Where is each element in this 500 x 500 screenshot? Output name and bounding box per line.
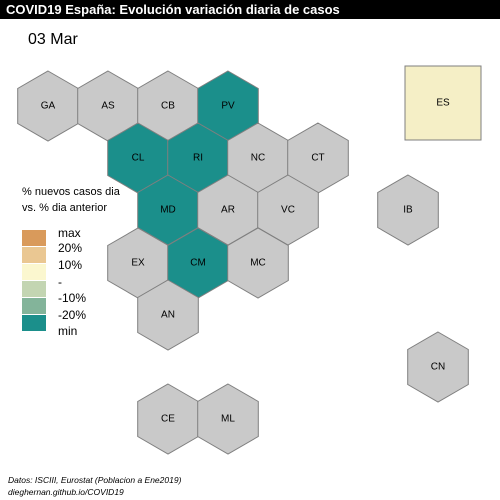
legend-label: -10% <box>58 291 87 305</box>
legend-title-line1: % nuevos casos dia <box>22 186 120 198</box>
hex-label: CN <box>431 362 445 373</box>
legend-swatch <box>22 230 46 246</box>
hex-label: NC <box>251 153 265 164</box>
date-label: 03 Mar <box>28 31 78 48</box>
legend-swatch <box>22 247 46 263</box>
hex-label: CT <box>311 153 324 164</box>
legend-label: - <box>58 275 62 289</box>
hex-label: MD <box>160 205 176 216</box>
source-line2: dieghernan.github.io/COVID19 <box>8 487 124 497</box>
hex-region-cn: CN <box>407 331 469 403</box>
spain-box-label: ES <box>436 98 450 109</box>
legend-title-line2: vs. % dia anterior <box>22 202 107 214</box>
hex-label: CB <box>161 101 175 112</box>
hex-label: VC <box>281 205 295 216</box>
legend-label: 10% <box>58 258 83 272</box>
hex-label: RI <box>193 153 203 164</box>
hex-label: EX <box>131 258 145 269</box>
hex-shape <box>137 279 199 351</box>
spain-box-shape <box>404 65 482 141</box>
hex-label: GA <box>41 101 56 112</box>
legend-title: % nuevos casos dia vs. % dia anterior <box>22 184 120 216</box>
hex-label: AS <box>101 101 115 112</box>
hex-label: CL <box>132 153 145 164</box>
hex-region-ce: CE <box>137 383 199 455</box>
hex-label: MC <box>250 258 266 269</box>
hex-region-mc: MC <box>227 227 289 299</box>
legend-label: max <box>58 226 81 240</box>
spain-total-box: ES <box>404 65 482 141</box>
hex-label: ML <box>221 414 235 425</box>
hex-shape <box>407 331 469 403</box>
hex-region-ib: IB <box>377 174 439 246</box>
hex-label: CE <box>161 414 175 425</box>
legend-label: -20% <box>58 308 87 322</box>
chart-title: COVID19 España: Evolución variación diar… <box>0 0 500 19</box>
source-line1: Datos: ISCIII, Eurostat (Poblacion a Ene… <box>8 475 182 485</box>
hex-region-an: AN <box>137 279 199 351</box>
hex-label: CM <box>190 258 206 269</box>
hex-shape <box>197 383 259 455</box>
hex-region-ml: ML <box>197 383 259 455</box>
hex-label: PV <box>221 101 235 112</box>
legend-swatch <box>22 315 46 331</box>
hex-label: AR <box>221 205 235 216</box>
legend-swatch <box>22 298 46 314</box>
hex-region-ga: GA <box>17 70 79 142</box>
legend-swatch <box>22 281 46 297</box>
legend-label: 20% <box>58 241 83 255</box>
legend-label: min <box>58 324 78 338</box>
hex-label: AN <box>161 310 175 321</box>
hex-label: IB <box>403 205 413 216</box>
hex-shape <box>227 227 289 299</box>
hex-shape <box>377 174 439 246</box>
legend-swatch <box>22 264 46 280</box>
